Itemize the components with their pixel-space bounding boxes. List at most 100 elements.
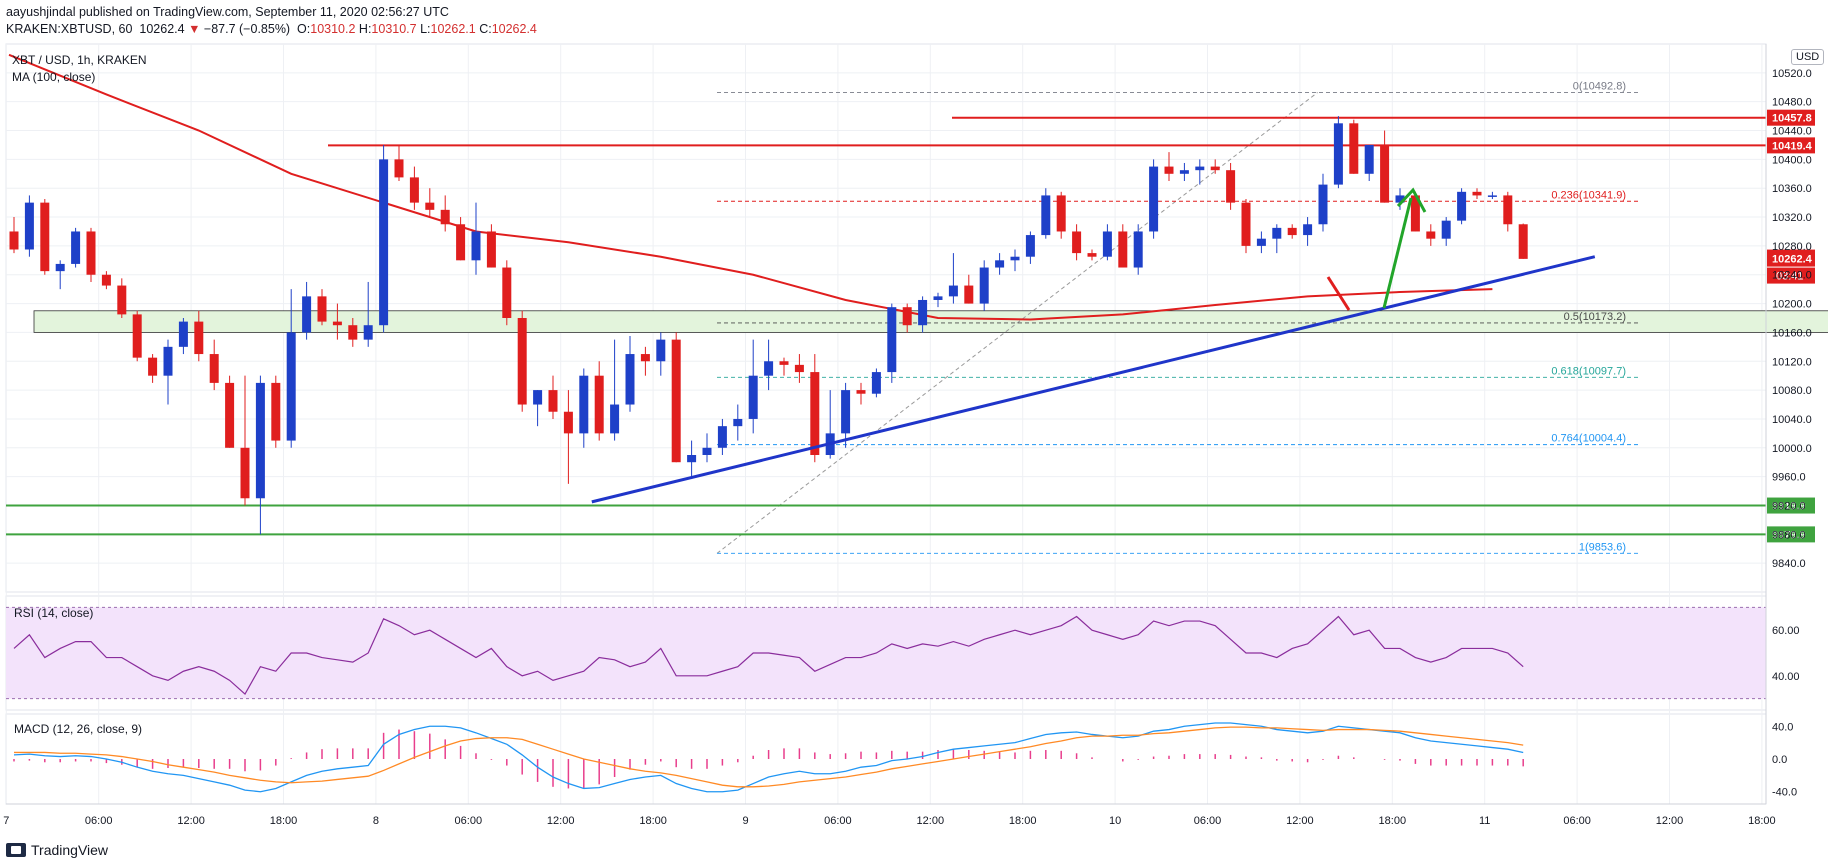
time-tick-label: 8	[373, 815, 379, 827]
time-tick-label: 18:00	[1748, 815, 1776, 827]
macd-legend[interactable]: MACD (12, 26, close, 9)	[14, 722, 142, 736]
candle-body	[318, 296, 327, 321]
chart-canvas: 0(10492.8)0.236(10341.9)0.5(10173.2)0.61…	[0, 0, 1828, 868]
price-tick-label: 10280.0	[1772, 241, 1812, 253]
candle-body	[1349, 123, 1358, 173]
fib-label-0.5: 0.5(10173.2)	[1564, 311, 1626, 323]
candle-body	[749, 376, 758, 419]
price-tick-label: 9920.0	[1772, 500, 1806, 512]
macd-tick-label: 40.0	[1772, 721, 1793, 733]
candle-body	[1134, 231, 1143, 267]
rsi-legend[interactable]: RSI (14, close)	[14, 606, 93, 620]
candle-body	[1257, 239, 1266, 246]
ma-legend[interactable]: MA (100, close)	[12, 70, 95, 84]
candle-body	[1242, 203, 1251, 246]
time-tick-label: 12:00	[177, 815, 205, 827]
time-tick-label: 12:00	[1286, 815, 1314, 827]
candle-body	[164, 347, 173, 376]
candle-body	[564, 412, 573, 434]
price-tick-label: 9960.0	[1772, 472, 1806, 484]
candle-body	[903, 307, 912, 325]
pane-frame	[6, 714, 1766, 804]
candle-body	[1180, 170, 1189, 174]
candle-body	[117, 286, 126, 315]
candle-body	[1057, 195, 1066, 231]
time-tick-label: 12:00	[1656, 815, 1684, 827]
candle-body	[795, 365, 804, 372]
candle-body	[1473, 192, 1482, 196]
candle-body	[1149, 167, 1158, 232]
moving-average-100	[9, 55, 1492, 320]
trendline	[592, 257, 1595, 502]
candle-body	[533, 390, 542, 404]
candle-body	[1319, 185, 1328, 225]
candle-body	[1226, 170, 1235, 202]
candle-body	[549, 390, 558, 412]
candle-body	[1519, 224, 1528, 259]
candle-body	[133, 314, 142, 357]
candle-body	[502, 268, 511, 318]
candle-body	[1026, 235, 1035, 257]
candle-body	[395, 159, 404, 177]
candle-body	[225, 383, 234, 448]
candle-body	[872, 372, 881, 394]
candle-body	[857, 390, 866, 394]
candle-body	[148, 358, 157, 376]
brand-name: TradingView	[31, 842, 108, 858]
candle-body	[733, 419, 742, 426]
candle-body	[56, 264, 65, 271]
candle-body	[579, 376, 588, 434]
time-tick-label: 18:00	[1379, 815, 1407, 827]
macd-tick-label: 0.0	[1772, 754, 1787, 766]
fib-label-0: 0(10492.8)	[1573, 80, 1626, 92]
candle-body	[1088, 253, 1097, 257]
candle-body	[687, 455, 696, 462]
down-move-line	[1328, 277, 1349, 310]
candle-body	[1118, 231, 1127, 267]
candle-body	[1103, 231, 1112, 256]
time-tick-label: 11	[1479, 815, 1490, 827]
candle-body	[626, 354, 635, 404]
candle-body	[1503, 195, 1512, 224]
currency-badge[interactable]: USD	[1791, 49, 1824, 65]
time-tick-label: 06:00	[1194, 815, 1222, 827]
candle-body	[87, 231, 96, 274]
candle-body	[1303, 224, 1312, 235]
candle-body	[672, 340, 681, 463]
price-tick-label: 10320.0	[1772, 212, 1812, 224]
fib-label-0.764: 0.764(10004.4)	[1551, 433, 1626, 445]
candle-body	[487, 231, 496, 267]
candle-body	[764, 361, 773, 375]
price-change: −87.7 (−0.85%)	[204, 22, 290, 36]
price-tick-label: 10400.0	[1772, 154, 1812, 166]
candle-body	[333, 322, 342, 326]
candle-body	[364, 325, 373, 339]
candle-body	[1380, 145, 1389, 203]
price-tick-label: 10000.0	[1772, 443, 1812, 455]
rsi-band	[6, 607, 1766, 698]
rsi-pane: 40.00 60.00	[6, 607, 1800, 698]
candle-body	[980, 268, 989, 304]
pair-legend[interactable]: XBT / USD, 1h, KRAKEN	[12, 53, 147, 67]
time-tick-label: 10	[1109, 815, 1121, 827]
candle-body	[1272, 228, 1281, 239]
resistance-10419-label: 10419.4	[1772, 140, 1813, 152]
candle-body	[810, 372, 819, 455]
time-tick-label: 12:00	[547, 815, 575, 827]
fib-label-1: 1(9853.6)	[1579, 541, 1626, 553]
candle-body	[379, 159, 388, 325]
price-tick-label: 10440.0	[1772, 126, 1812, 138]
candle-body	[703, 448, 712, 455]
candle-body	[210, 354, 219, 383]
candle-body	[918, 300, 927, 325]
price-tick-label: 10120.0	[1772, 356, 1812, 368]
open-value: 10310.2	[310, 22, 355, 36]
candle-body	[256, 383, 265, 498]
author-name[interactable]: aayushjindal	[6, 5, 76, 19]
low-value: 10262.1	[431, 22, 476, 36]
candle-body	[241, 448, 250, 498]
candle-body	[302, 296, 311, 332]
tradingview-logo[interactable]: TradingView	[6, 842, 108, 858]
price-tick-label: 10160.0	[1772, 327, 1812, 339]
candle-body	[1457, 192, 1466, 221]
